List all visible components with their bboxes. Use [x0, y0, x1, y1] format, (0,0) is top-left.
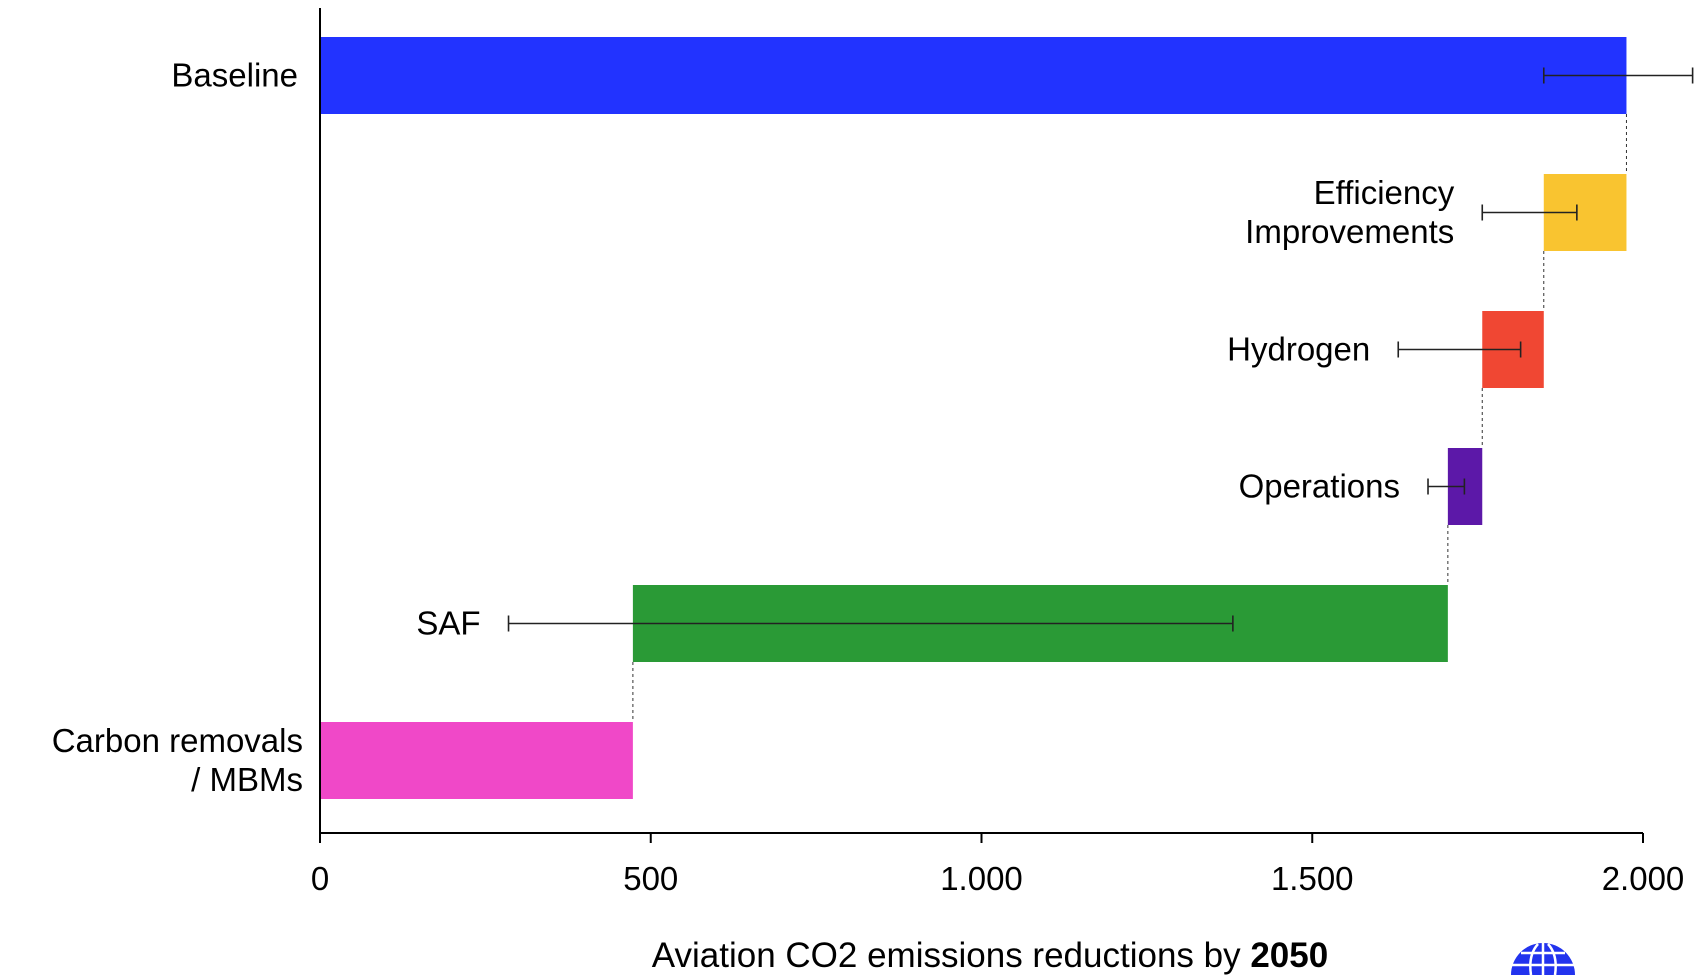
error-bar-efficiency-improvements: [1481, 204, 1578, 221]
bar-baseline: [320, 37, 1627, 114]
x-ticks: 0 500 1.000 1.500 2.000: [311, 833, 1684, 897]
x-tick-label: 500: [623, 860, 678, 897]
category-labels: Baseline Efficiency Improvements Hydrogen Op…: [52, 57, 1455, 799]
x-tick-label: 2.000: [1602, 860, 1685, 897]
category-label-hydrogen: Hydrogen: [1227, 331, 1370, 368]
error-bar-baseline: [1542, 67, 1694, 84]
x-tick-label: 0: [311, 860, 329, 897]
x-tick-label: 1.500: [1271, 860, 1354, 897]
category-label-efficiency-improvements: Efficiency Improvements: [1245, 174, 1455, 250]
category-label-saf: SAF: [416, 605, 480, 642]
error-bar-operations: [1427, 478, 1466, 495]
category-label-operations: Operations: [1239, 468, 1400, 505]
x-axis-label: Aviation CO2 emissions reductions by 205…: [652, 936, 1328, 975]
category-label-baseline: Baseline: [171, 57, 298, 94]
globe-logo: [1511, 943, 1575, 975]
error-bar-hydrogen: [1397, 341, 1522, 358]
error-bar-saf: [507, 615, 1234, 632]
error-bars-group: [507, 67, 1694, 632]
x-tick-label: 1.000: [940, 860, 1023, 897]
bar-carbon-removals-mbms: [320, 722, 633, 799]
axes: [319, 8, 1643, 834]
category-label-carbon-removals-mbms: Carbon removals / MBMs: [52, 722, 303, 798]
bars-group: [320, 37, 1627, 799]
connector-lines: [632, 114, 1627, 722]
